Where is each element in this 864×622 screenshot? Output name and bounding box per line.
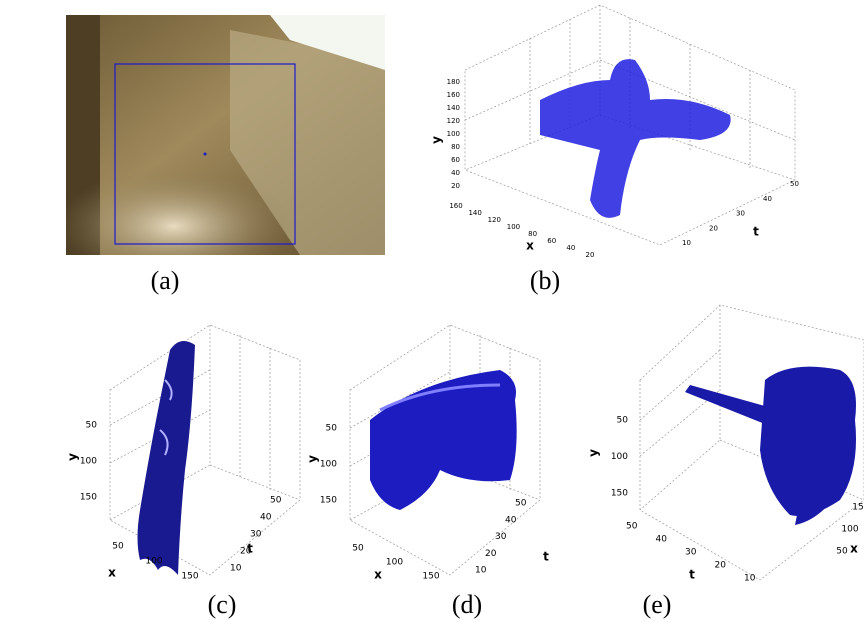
tick-label: 50 bbox=[626, 522, 638, 532]
blob-b bbox=[540, 59, 731, 218]
axis-label: x bbox=[374, 568, 382, 582]
tick-label: 20 bbox=[586, 251, 595, 259]
tick-label: 50 bbox=[270, 496, 282, 506]
tick-label: 50 bbox=[515, 499, 527, 509]
axis-label: y bbox=[66, 453, 80, 461]
tick-label: 100 bbox=[507, 223, 520, 231]
tick-label: 30 bbox=[495, 532, 507, 542]
tick-label: 60 bbox=[547, 237, 556, 245]
tick-label: 50 bbox=[617, 416, 629, 426]
tick-label: 50 bbox=[112, 542, 124, 552]
tick-label: 50 bbox=[836, 547, 848, 557]
tick-label: 10 bbox=[230, 564, 242, 574]
tick-label: 100 bbox=[386, 558, 403, 568]
tick-label: 150 bbox=[422, 572, 439, 582]
tick-label: 20 bbox=[715, 561, 727, 571]
tick-label: 100 bbox=[80, 457, 97, 467]
tick-label: 50 bbox=[326, 424, 338, 434]
tick-label: 40 bbox=[656, 535, 668, 545]
tick-label: 100 bbox=[145, 557, 162, 567]
tick-label: 100 bbox=[611, 452, 628, 462]
tick-label: 100 bbox=[320, 460, 337, 470]
tick-label: 160 bbox=[449, 202, 462, 210]
tick-label: 120 bbox=[488, 216, 501, 224]
tick-label: 30 bbox=[685, 548, 697, 558]
axis-label: x bbox=[850, 542, 858, 556]
caption: (c) bbox=[208, 590, 237, 619]
tick-label: 30 bbox=[250, 530, 262, 540]
tick-label: 80 bbox=[451, 143, 460, 151]
tick-label: 15 bbox=[852, 503, 863, 513]
tick-label: 20 bbox=[485, 549, 497, 559]
tick-label: 40 bbox=[505, 515, 517, 525]
tick-label: 150 bbox=[611, 489, 628, 499]
tick-label: 20 bbox=[451, 182, 460, 190]
tick-label: 50 bbox=[352, 544, 364, 554]
tick-label: 50 bbox=[790, 180, 799, 188]
tick-label: 140 bbox=[447, 104, 460, 112]
tick-label: 40 bbox=[566, 244, 575, 252]
axis-label: x bbox=[526, 239, 534, 253]
photo bbox=[66, 15, 385, 255]
tick-label: 140 bbox=[468, 209, 481, 217]
tick-label: 30 bbox=[736, 210, 745, 218]
tick-label: 120 bbox=[447, 117, 460, 125]
caption: (e) bbox=[643, 590, 672, 619]
axis-label: t bbox=[543, 550, 549, 564]
tick-label: 60 bbox=[451, 156, 460, 164]
axis-label: y bbox=[430, 136, 444, 144]
labels: (a) (b)yxt2040608010012014016018016014012… bbox=[66, 78, 864, 619]
tick-label: 160 bbox=[447, 91, 460, 99]
axis-label: y bbox=[306, 455, 320, 463]
grid-e bbox=[639, 304, 864, 581]
axis-label: t bbox=[753, 225, 759, 239]
axis-label: t bbox=[247, 542, 253, 556]
tick-label: 150 bbox=[320, 496, 337, 506]
tick-label: 10 bbox=[475, 566, 487, 576]
tick-label: 10 bbox=[744, 574, 756, 584]
tick-label: 150 bbox=[80, 493, 97, 503]
caption: (d) bbox=[452, 590, 482, 619]
tick-label: 40 bbox=[451, 169, 460, 177]
tick-label: 150 bbox=[181, 572, 198, 582]
tick-label: 180 bbox=[447, 78, 460, 86]
tick-label: 20 bbox=[240, 547, 252, 557]
blob-c bbox=[137, 341, 195, 575]
tick-label: 50 bbox=[86, 421, 98, 431]
tick-label: 80 bbox=[528, 230, 537, 238]
tick-label: 100 bbox=[447, 130, 460, 138]
caption: (b) bbox=[530, 266, 560, 295]
blob-e bbox=[685, 366, 856, 525]
axis-label: x bbox=[108, 566, 116, 580]
tick-label: 100 bbox=[841, 525, 858, 535]
caption: (a) bbox=[151, 266, 180, 295]
tick-label: 40 bbox=[763, 195, 772, 203]
tick-label: 10 bbox=[682, 239, 691, 247]
tick-label: 40 bbox=[260, 513, 272, 523]
tick-label: 20 bbox=[709, 224, 718, 232]
axis-label: t bbox=[689, 568, 695, 582]
blob-d bbox=[370, 370, 517, 510]
axis-label: y bbox=[587, 449, 601, 457]
